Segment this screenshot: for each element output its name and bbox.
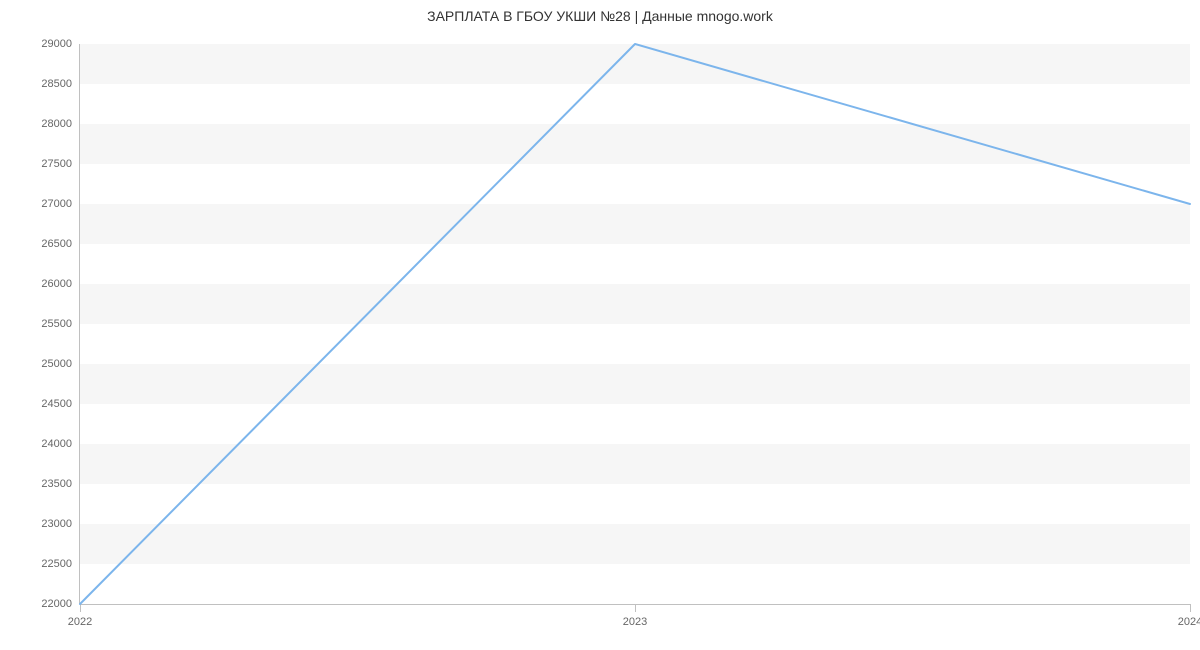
y-tick-label: 27500 bbox=[32, 158, 72, 170]
y-tick-label: 27000 bbox=[32, 198, 72, 210]
x-tick-label: 2023 bbox=[623, 616, 647, 628]
series-line-salary bbox=[80, 44, 1190, 604]
y-tick-label: 23500 bbox=[32, 478, 72, 490]
x-tick-label: 2024 bbox=[1178, 616, 1200, 628]
x-tick-mark bbox=[635, 604, 636, 612]
y-tick-label: 22000 bbox=[32, 598, 72, 610]
y-tick-label: 29000 bbox=[32, 38, 72, 50]
y-tick-label: 28000 bbox=[32, 118, 72, 130]
y-tick-label: 25500 bbox=[32, 318, 72, 330]
x-tick-label: 2022 bbox=[68, 616, 92, 628]
salary-line-chart: ЗАРПЛАТА В ГБОУ УКШИ №28 | Данные mnogo.… bbox=[0, 0, 1200, 650]
y-tick-label: 26500 bbox=[32, 238, 72, 250]
x-tick-mark bbox=[1190, 604, 1191, 612]
plot-area: 2200022500230002350024000245002500025500… bbox=[80, 44, 1190, 604]
y-tick-label: 22500 bbox=[32, 558, 72, 570]
y-tick-label: 23000 bbox=[32, 518, 72, 530]
series-lines bbox=[80, 44, 1190, 604]
y-tick-label: 28500 bbox=[32, 78, 72, 90]
x-tick-mark bbox=[80, 604, 81, 612]
y-tick-label: 24500 bbox=[32, 398, 72, 410]
y-tick-label: 24000 bbox=[32, 438, 72, 450]
y-tick-label: 26000 bbox=[32, 278, 72, 290]
chart-title: ЗАРПЛАТА В ГБОУ УКШИ №28 | Данные mnogo.… bbox=[0, 8, 1200, 24]
y-tick-label: 25000 bbox=[32, 358, 72, 370]
